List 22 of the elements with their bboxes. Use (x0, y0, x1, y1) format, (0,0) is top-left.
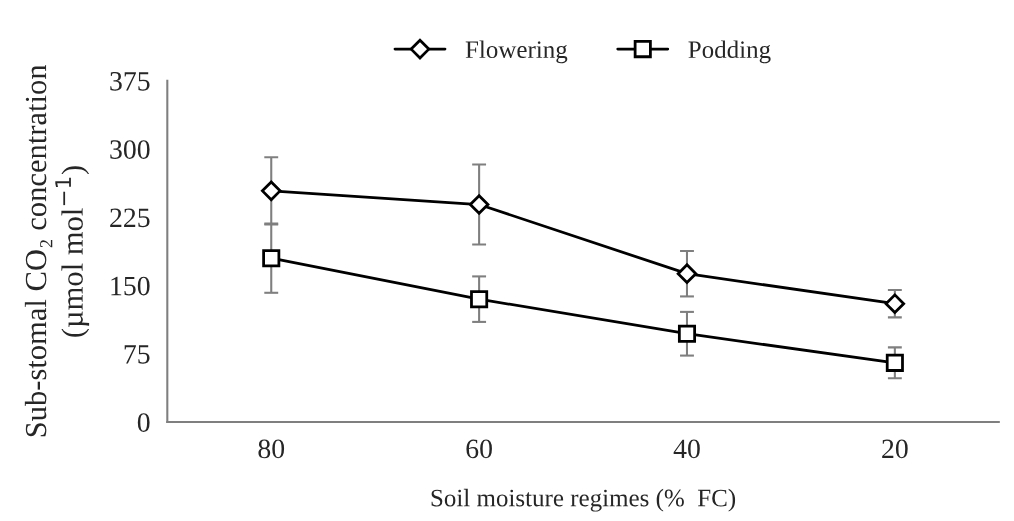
y-tick-label: 300 (110, 140, 150, 159)
y-tick-label: 0 (137, 413, 150, 432)
point (262, 249, 281, 268)
point (885, 353, 904, 372)
legend-label: Flowering (465, 40, 568, 64)
point (676, 263, 698, 284)
y-tick-label: 75 (124, 345, 150, 364)
y-tick-label: 225 (110, 208, 150, 228)
y-tick-label: 150 (111, 276, 150, 296)
legend-label: Podding (688, 40, 771, 64)
point (677, 324, 697, 343)
point (470, 290, 489, 309)
y-tick-label: 375 (110, 72, 150, 91)
x-tick-label: 80 (258, 439, 285, 459)
y-axis-title: Sub-stomal CO₂ concentration (µmol mol$^{−1}$) (24, 64, 90, 437)
point (261, 180, 282, 202)
point (884, 293, 906, 314)
point (468, 194, 490, 215)
x-axis-title: Soil moisture regimes (% FC) (431, 488, 736, 512)
x-tick-label: 40 (673, 439, 700, 459)
x-tick-label: 20 (882, 439, 908, 459)
x-tick-label: 60 (466, 439, 492, 459)
